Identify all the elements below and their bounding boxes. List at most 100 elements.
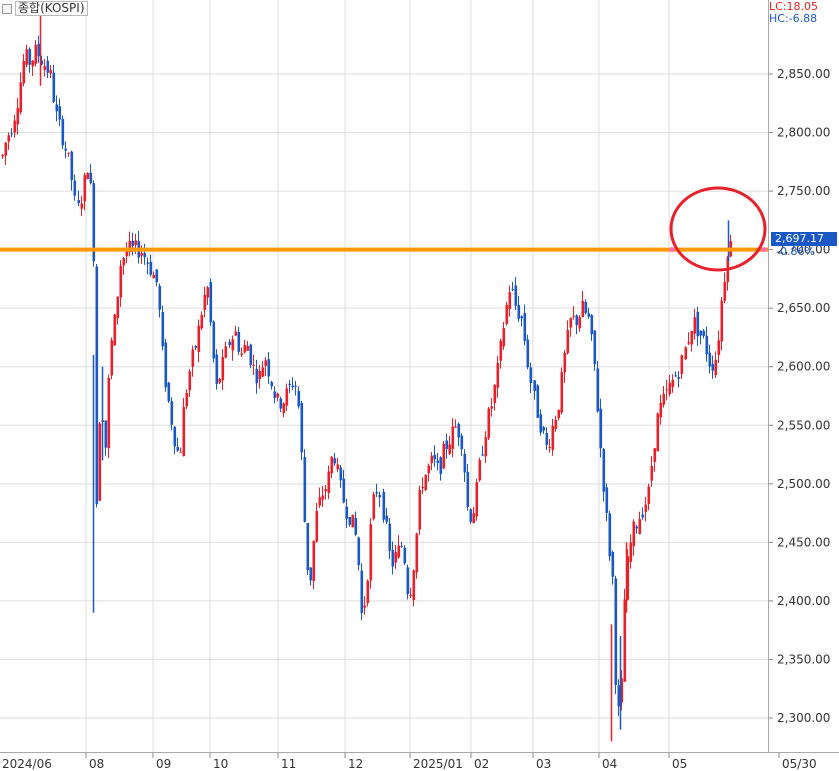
intersection-marker bbox=[761, 247, 767, 253]
candle-body bbox=[551, 425, 555, 450]
candle-body bbox=[593, 330, 597, 365]
y-tick-label: 2,800.00 bbox=[777, 126, 830, 140]
candle-body bbox=[327, 471, 331, 493]
candle-body bbox=[705, 335, 709, 355]
candle-body bbox=[107, 377, 111, 449]
candle-body bbox=[173, 426, 177, 447]
candle-body bbox=[520, 316, 524, 319]
candle-body bbox=[427, 465, 431, 474]
candle-body bbox=[221, 357, 225, 381]
candle-body bbox=[143, 253, 147, 258]
candle-body bbox=[267, 359, 271, 377]
candle-body bbox=[243, 344, 247, 353]
candle-body bbox=[684, 347, 688, 360]
candle-body bbox=[357, 537, 361, 566]
candle-body bbox=[336, 464, 340, 470]
candle-body bbox=[638, 519, 642, 535]
candle-body bbox=[285, 388, 289, 406]
candle-body bbox=[279, 398, 283, 409]
lc-indicator: LC:18.05 bbox=[769, 0, 819, 13]
candle-body bbox=[291, 385, 295, 388]
y-tick-label: 2,650.00 bbox=[777, 301, 830, 315]
candle-body bbox=[176, 447, 180, 451]
candle-body bbox=[430, 455, 434, 464]
candle-body bbox=[714, 359, 718, 376]
candle-body bbox=[252, 364, 256, 366]
candle-body bbox=[46, 60, 50, 73]
candle-body bbox=[548, 446, 552, 448]
candle-body bbox=[478, 459, 482, 481]
candle-body bbox=[400, 545, 404, 547]
candle-body bbox=[309, 567, 313, 581]
candle-body bbox=[231, 339, 235, 351]
candle-body bbox=[77, 200, 81, 204]
candle-body bbox=[255, 368, 259, 384]
candle-body bbox=[487, 408, 491, 438]
candle-body bbox=[134, 240, 138, 246]
candle-body bbox=[590, 315, 594, 335]
candle-body bbox=[140, 253, 144, 256]
candle-body bbox=[128, 240, 132, 253]
candle-body bbox=[261, 367, 265, 377]
candle-body bbox=[104, 420, 108, 448]
candle-body bbox=[224, 346, 228, 358]
candle-body bbox=[693, 317, 697, 334]
candle-body bbox=[469, 509, 473, 522]
candle-body bbox=[620, 678, 624, 703]
y-tick-label: 2,450.00 bbox=[777, 535, 830, 549]
candle-body bbox=[493, 385, 497, 403]
candle-body bbox=[711, 363, 715, 371]
collapse-box-icon[interactable] bbox=[2, 3, 12, 14]
candle-body bbox=[4, 142, 8, 156]
candle-body bbox=[318, 497, 322, 506]
candle-body bbox=[632, 521, 636, 547]
candle-body bbox=[13, 120, 17, 133]
candle-body bbox=[31, 60, 35, 67]
candle-body bbox=[436, 460, 440, 463]
candle-body bbox=[116, 296, 120, 319]
candle-body bbox=[560, 372, 564, 413]
candle-body bbox=[511, 289, 515, 291]
candle-body bbox=[155, 269, 159, 283]
candle-body bbox=[499, 340, 503, 361]
y-tick-label: 2,600.00 bbox=[777, 360, 830, 374]
x-tick-label: 05 bbox=[672, 757, 687, 771]
candle-body bbox=[212, 321, 216, 359]
candle-body bbox=[282, 403, 286, 414]
change-percent-label: -0.86% bbox=[776, 245, 815, 258]
candle-body bbox=[641, 514, 645, 518]
candle-body bbox=[188, 371, 192, 391]
candle-body bbox=[659, 402, 663, 418]
candle-body bbox=[696, 311, 700, 337]
candle-body bbox=[439, 457, 443, 474]
candle-body bbox=[457, 423, 461, 438]
candle-body bbox=[170, 401, 174, 425]
candle-body bbox=[617, 685, 621, 707]
candle-body bbox=[554, 419, 558, 429]
y-tick-label: 2,400.00 bbox=[777, 594, 830, 608]
candle-body bbox=[578, 317, 582, 329]
candle-body bbox=[351, 514, 355, 528]
x-tick-label: 05/30 bbox=[782, 757, 817, 771]
candle-body bbox=[508, 292, 512, 310]
plot-area bbox=[0, 0, 768, 752]
y-tick-label: 2,550.00 bbox=[777, 418, 830, 432]
x-tick-label: 03 bbox=[536, 757, 551, 771]
candle-body bbox=[653, 448, 657, 462]
candle-body bbox=[372, 494, 376, 519]
highlight-circle bbox=[669, 186, 767, 272]
y-tick-label: 2,300.00 bbox=[777, 711, 830, 725]
candle-body bbox=[523, 313, 527, 341]
candle-body bbox=[382, 492, 386, 520]
candle-body bbox=[95, 266, 99, 505]
candle-body bbox=[149, 261, 153, 275]
candle-body bbox=[110, 340, 114, 376]
candle-body bbox=[587, 313, 591, 317]
candle-body bbox=[563, 352, 567, 373]
candle-body bbox=[369, 524, 373, 581]
x-tick-label: 09 bbox=[156, 757, 171, 771]
candle-body bbox=[623, 599, 627, 682]
candle-body bbox=[481, 454, 485, 456]
candle-body bbox=[539, 414, 543, 433]
